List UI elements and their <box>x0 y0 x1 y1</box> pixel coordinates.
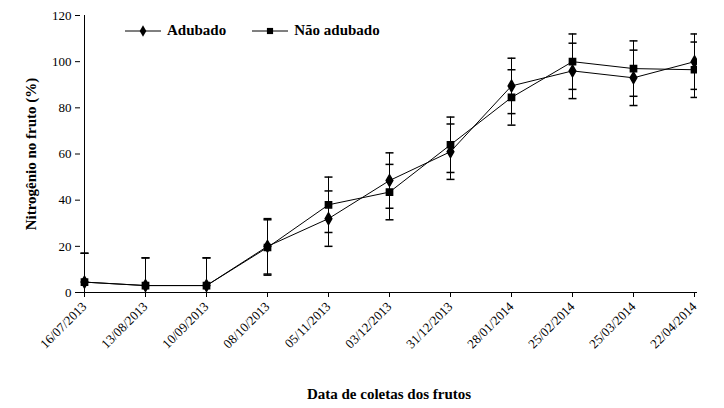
svg-text:Data de coletas dos frutos: Data de coletas dos frutos <box>307 386 471 402</box>
svg-text:10/09/2013: 10/09/2013 <box>159 299 211 351</box>
svg-text:60: 60 <box>59 146 72 161</box>
svg-text:08/10/2013: 08/10/2013 <box>220 299 272 351</box>
svg-text:25/03/2014: 25/03/2014 <box>586 298 639 351</box>
svg-text:03/12/2013: 03/12/2013 <box>342 299 394 351</box>
svg-text:0: 0 <box>65 285 72 300</box>
html-text:Adubado: Adubado <box>167 22 227 38</box>
svg-text:25/02/2014: 25/02/2014 <box>525 298 578 351</box>
svg-text:22/04/2014: 22/04/2014 <box>647 298 700 351</box>
svg-text:100: 100 <box>52 54 72 69</box>
svg-text:Nitrogênio no fruto (%): Nitrogênio no fruto (%) <box>23 78 40 231</box>
svg-text:80: 80 <box>59 100 72 115</box>
svg-text:13/08/2013: 13/08/2013 <box>98 299 150 351</box>
svg-text:120: 120 <box>52 8 72 23</box>
html-text:Não adubado: Não adubado <box>294 22 380 38</box>
svg-text:05/11/2013: 05/11/2013 <box>281 299 333 351</box>
svg-text:40: 40 <box>59 192 72 207</box>
svg-text:28/01/2014: 28/01/2014 <box>464 298 517 351</box>
svg-text:31/12/2013: 31/12/2013 <box>403 299 455 351</box>
svg-text:16/07/2013: 16/07/2013 <box>37 299 89 351</box>
svg-text:20: 20 <box>59 238 72 253</box>
